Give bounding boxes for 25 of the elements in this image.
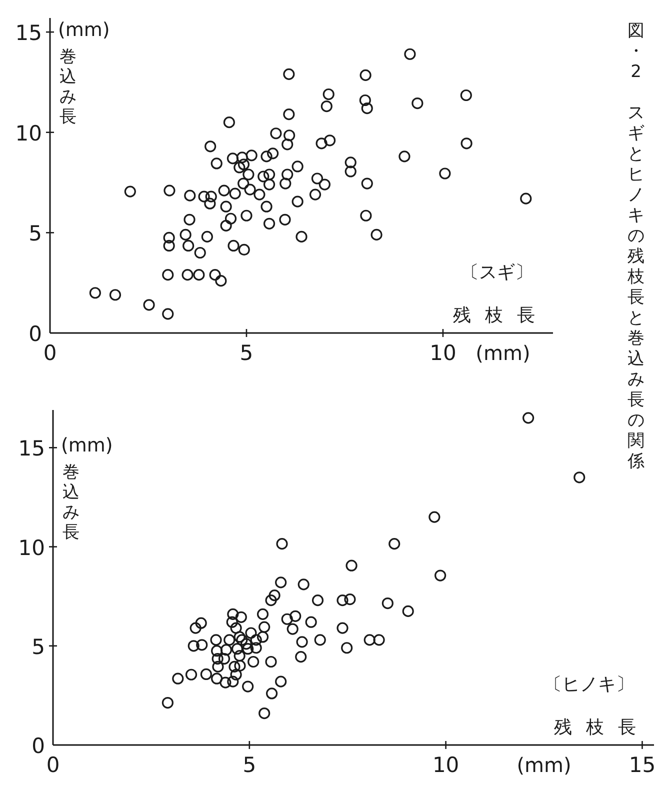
y-tick-label: 0: [32, 734, 45, 758]
y-tick-label: 15: [15, 21, 42, 46]
annotation: (mm): [61, 434, 113, 457]
text: (mm): [516, 753, 572, 777]
y-tick-label: 10: [15, 121, 42, 146]
annotation: (mm): [58, 19, 110, 42]
y-tick-label: 5: [28, 222, 42, 246]
y-tick-label: 15: [18, 436, 45, 461]
y-tick-label: 5: [32, 634, 45, 659]
x-axis-title: 残枝長: [554, 717, 650, 738]
y-axis-title: 巻込み長: [62, 462, 80, 543]
y-tick-label: 0: [28, 322, 42, 346]
text: (mm): [476, 341, 530, 365]
chart-title: 図・2 スギとヒノキの残枝長と巻込み長の関係: [628, 21, 644, 472]
x-tick-label: 15: [628, 753, 656, 777]
x-tick-label: 10: [432, 753, 460, 777]
annotation: 〔ヒノキ〕: [544, 674, 634, 695]
x-tick-label: 0: [46, 753, 60, 777]
x-tick-label: 5: [240, 341, 254, 365]
y-axis-title: 巻込み長: [60, 47, 76, 128]
x-tick-label: 5: [242, 753, 256, 777]
annotation: 〔スギ〕: [461, 262, 533, 283]
x-tick-label: 10: [430, 341, 456, 365]
y-tick-label: 10: [18, 536, 45, 560]
x-axis-title: 残枝長: [453, 305, 549, 326]
